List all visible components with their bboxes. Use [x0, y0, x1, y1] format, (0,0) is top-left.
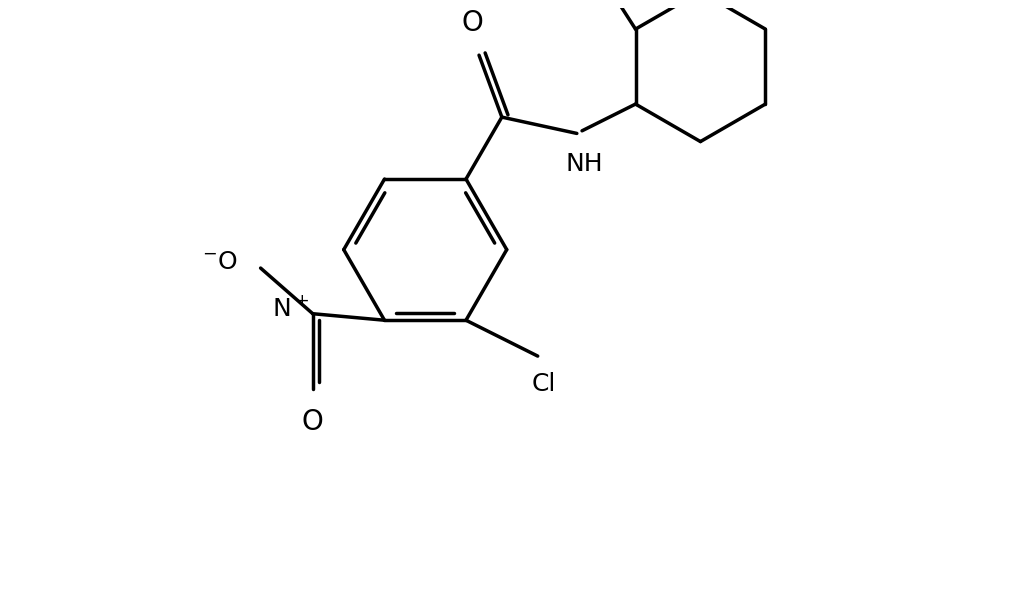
Text: N$^+$: N$^+$ — [272, 296, 309, 321]
Text: O: O — [462, 9, 483, 37]
Text: O: O — [302, 408, 323, 437]
Text: $^{-}$O: $^{-}$O — [202, 249, 237, 273]
Text: Cl: Cl — [532, 373, 556, 396]
Text: NH: NH — [566, 152, 603, 176]
